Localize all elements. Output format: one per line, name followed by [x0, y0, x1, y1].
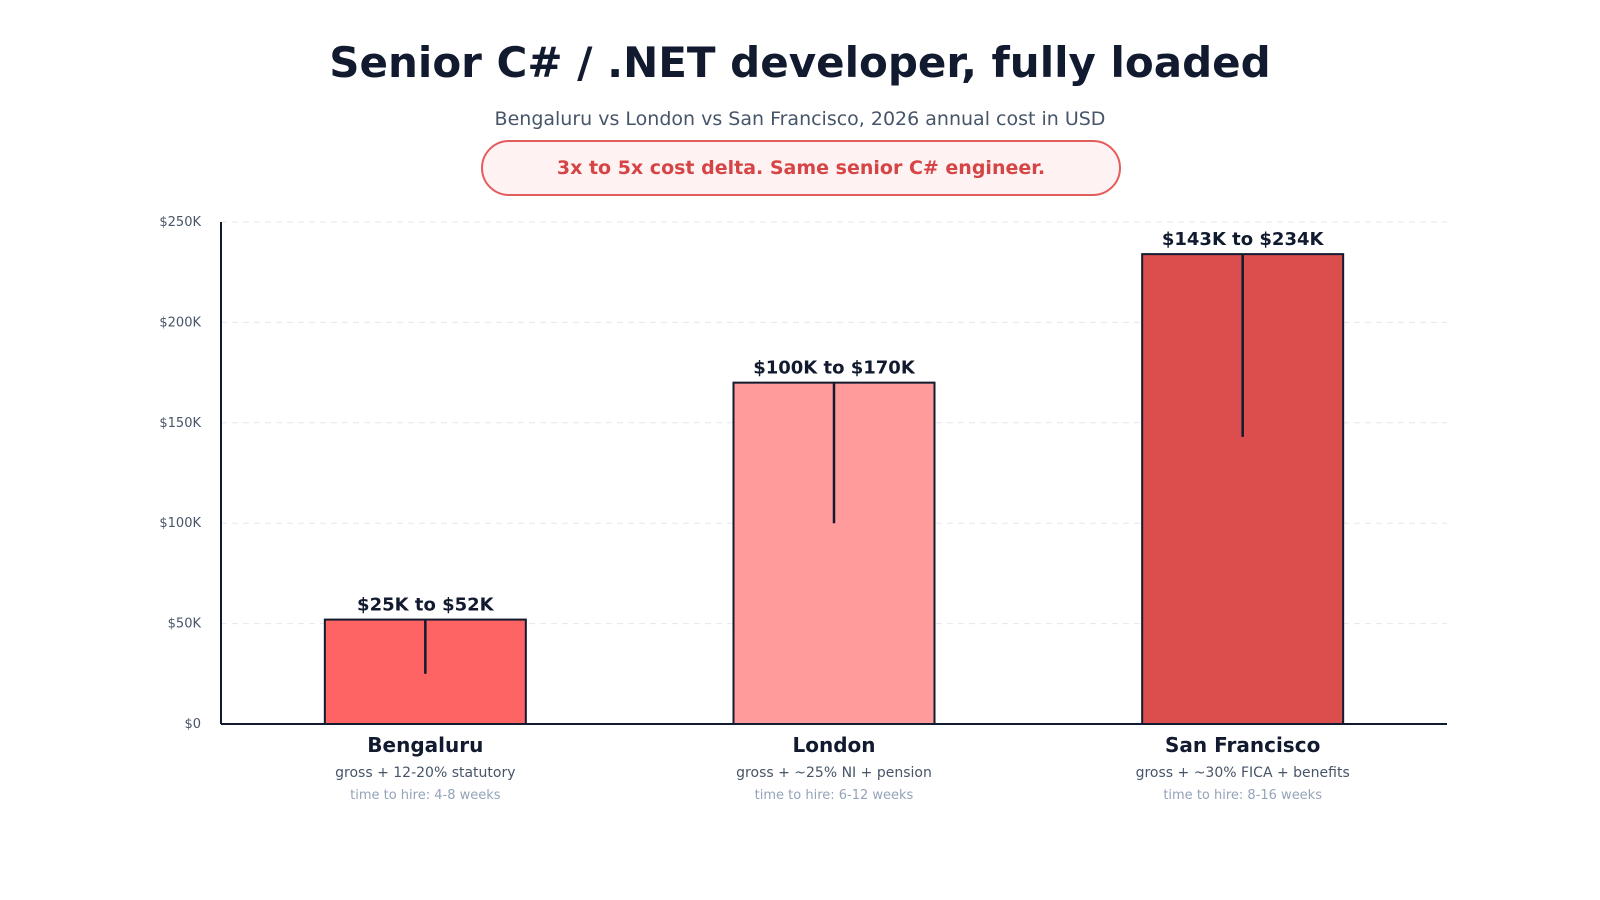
category-note: gross + ~25% NI + pension — [736, 765, 932, 781]
y-axis-ticks: $0 $50K $100K $150K $200K $250K — [159, 215, 201, 732]
category-note: gross + 12-20% statutory — [335, 765, 515, 781]
time-to-hire: time to hire: 6-12 weeks — [755, 788, 914, 803]
bars — [323, 253, 1345, 726]
category-note: gross + ~30% FICA + benefits — [1136, 765, 1350, 781]
time-to-hire: time to hire: 8-16 weeks — [1163, 788, 1322, 803]
chart-subtitle: Bengaluru vs London vs San Francisco, 20… — [494, 108, 1106, 130]
category-label: San Francisco — [1165, 733, 1320, 757]
value-label: $25K to $52K — [357, 595, 495, 616]
y-tick-label: $250K — [159, 215, 201, 230]
category-label: Bengaluru — [367, 733, 483, 757]
cost-delta-callout: 3x to 5x cost delta. Same senior C# engi… — [481, 140, 1121, 196]
y-tick-label: $100K — [159, 516, 201, 531]
axes — [220, 222, 1447, 725]
labels: $25K to $52K Bengaluru gross + 12-20% stat… — [335, 229, 1350, 803]
category-label: London — [792, 733, 875, 757]
time-to-hire: time to hire: 4-8 weeks — [350, 788, 501, 803]
y-tick-label: $200K — [159, 315, 201, 330]
value-label: $100K to $170K — [753, 358, 916, 379]
chart-title: Senior C# / .NET developer, fully loaded — [329, 38, 1271, 87]
value-label: $143K to $234K — [1162, 229, 1325, 250]
y-tick-label: $0 — [184, 717, 201, 732]
y-tick-label: $150K — [159, 416, 201, 431]
y-tick-label: $50K — [168, 617, 202, 632]
